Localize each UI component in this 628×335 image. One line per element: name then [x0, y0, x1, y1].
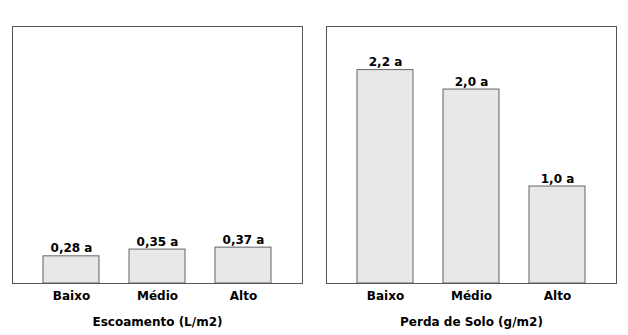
svg-text:Médio: Médio	[137, 289, 178, 303]
svg-text:Baixo: Baixo	[53, 289, 90, 303]
svg-text:Perda de Solo (g/m2): Perda de Solo (g/m2)	[400, 315, 543, 329]
svg-text:2,0 a: 2,0 a	[455, 75, 489, 89]
svg-text:Baixo: Baixo	[367, 289, 404, 303]
svg-text:1,0 a: 1,0 a	[541, 172, 575, 186]
svg-text:2,2 a: 2,2 a	[369, 55, 403, 69]
svg-text:Médio: Médio	[451, 289, 492, 303]
svg-text:Alto: Alto	[230, 289, 257, 303]
svg-text:0,28 a: 0,28 a	[51, 241, 93, 255]
svg-text:Alto: Alto	[544, 289, 571, 303]
svg-text:Escoamento (L/m2): Escoamento (L/m2)	[93, 315, 223, 329]
svg-text:0,37 a: 0,37 a	[223, 233, 265, 247]
svg-text:0,35 a: 0,35 a	[137, 235, 179, 249]
